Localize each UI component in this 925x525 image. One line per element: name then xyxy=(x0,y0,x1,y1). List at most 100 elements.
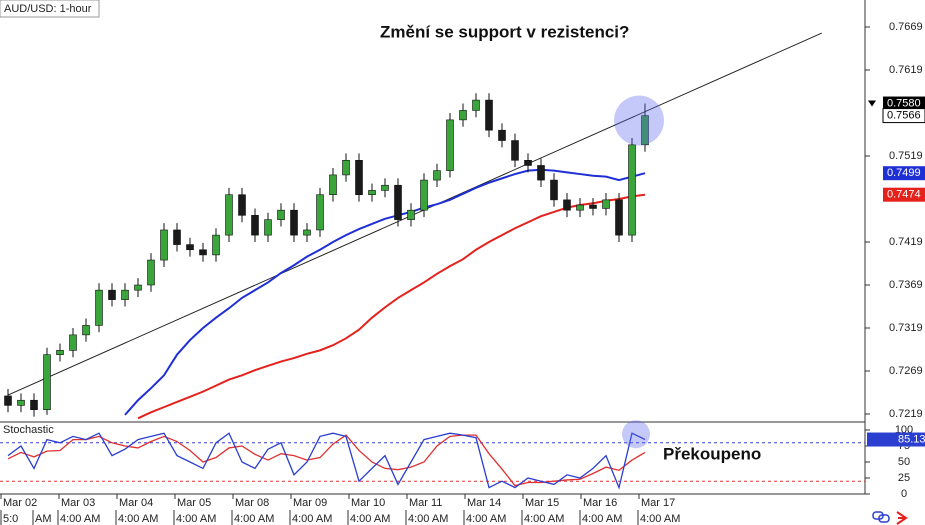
y-tick-label: 0.7269 xyxy=(889,365,923,377)
moving-average xyxy=(124,168,646,416)
candle-body xyxy=(459,110,467,121)
candle-body xyxy=(394,184,402,220)
y-tick-label: 0.7419 xyxy=(889,236,923,248)
candle-body xyxy=(173,229,181,245)
x-tick-label: 4:00 AM xyxy=(176,513,216,525)
highlight xyxy=(614,95,664,146)
y-tick-label: 0.7219 xyxy=(889,408,923,420)
candle-body xyxy=(225,194,233,236)
value-label-box xyxy=(867,432,925,447)
moving-average xyxy=(137,193,646,420)
export-icon[interactable] xyxy=(896,511,908,525)
candle-body xyxy=(82,325,90,336)
candle-body xyxy=(95,289,103,326)
x-tick-label: Mar 17 xyxy=(641,497,675,509)
candle-body xyxy=(498,129,506,141)
candle-body xyxy=(69,334,77,351)
price-marker xyxy=(868,100,876,107)
symbol-title: AUD/USD: 1-hour xyxy=(4,3,92,15)
trendline xyxy=(7,32,823,396)
price-label-box xyxy=(883,187,925,202)
candle-body xyxy=(303,229,311,236)
candle-body xyxy=(251,215,259,236)
candle-body xyxy=(641,115,649,146)
candle-body xyxy=(420,179,428,211)
candle-body xyxy=(563,199,571,211)
candle-body xyxy=(108,289,116,300)
candle-body xyxy=(4,395,12,406)
candle-body xyxy=(511,140,519,161)
x-tick-label: Mar 08 xyxy=(235,497,269,509)
candle-body xyxy=(134,284,142,291)
candle-body xyxy=(316,194,324,231)
y-tick-label: 0.7319 xyxy=(889,322,923,334)
candle-body xyxy=(186,244,194,251)
candle-body xyxy=(472,99,480,111)
y-tick-label: 0 xyxy=(901,488,907,500)
x-tick-label: 4:00 AM xyxy=(60,513,100,525)
x-tick-label: Mar 02 xyxy=(3,497,37,509)
candle-body xyxy=(524,160,532,166)
price-label: 0.7580 xyxy=(887,97,921,109)
toolbar-icons xyxy=(872,511,908,525)
candle-body xyxy=(160,229,168,261)
candle-body xyxy=(446,119,454,171)
x-tick-label: 4:00 AM xyxy=(408,513,448,525)
price-label-box xyxy=(883,166,925,181)
x-tick-label: Mar 11 xyxy=(409,497,442,509)
candle-body xyxy=(407,209,415,220)
annotation: Změní se support v rezistenci? xyxy=(380,22,629,41)
x-tick-label: 4:00 AM xyxy=(524,513,564,525)
candle-body xyxy=(290,209,298,236)
annotation: Překoupeno xyxy=(663,444,761,463)
x-tick-label: 4:00 AM xyxy=(350,513,390,525)
candle-body xyxy=(199,249,207,256)
y-tick-label: 0.7519 xyxy=(889,150,923,162)
y-tick-label: 0.7669 xyxy=(889,21,923,33)
candle-body xyxy=(589,204,597,209)
price-label-box xyxy=(882,108,925,124)
candle-body xyxy=(602,199,610,209)
candle-body xyxy=(485,99,493,131)
x-tick-label: Mar 16 xyxy=(583,497,617,509)
candle-body xyxy=(17,399,25,406)
candle-body xyxy=(329,174,337,196)
price-label-box xyxy=(883,96,925,111)
x-tick-label: Mar 10 xyxy=(351,497,385,509)
candle-body xyxy=(576,204,584,211)
x-tick-label: Mar 14 xyxy=(467,497,501,509)
candle-body xyxy=(121,289,129,300)
candle-body xyxy=(550,179,558,201)
candle-body xyxy=(277,209,285,220)
x-tick-label: 4:00 AM xyxy=(234,513,274,525)
candle-body xyxy=(264,219,272,236)
x-tick-label: Mar 09 xyxy=(293,497,327,509)
price-label: 0.7474 xyxy=(887,189,921,201)
x-tick-label: Mar 04 xyxy=(119,497,153,509)
highlight xyxy=(622,420,650,449)
price-label: 0.7499 xyxy=(887,167,921,179)
candle-body xyxy=(30,399,38,411)
x-tick-label: 4:00 AM xyxy=(640,513,680,525)
link-icon[interactable] xyxy=(878,514,890,523)
stochastic-line xyxy=(7,432,646,490)
x-tick-label: Mar 03 xyxy=(61,497,95,509)
x-tick-label: 4:00 AM xyxy=(292,513,332,525)
x-tick-label: AM xyxy=(35,513,52,525)
candle-body xyxy=(381,184,389,191)
candle-body xyxy=(342,160,350,176)
y-tick-label: 50 xyxy=(898,456,910,468)
y-tick-label: 0.7619 xyxy=(889,64,923,76)
y-tick-label: 25 xyxy=(898,472,910,484)
y-tick-label: 0.7369 xyxy=(889,279,923,291)
x-tick-label: 4:00 AM xyxy=(118,513,158,525)
candle-body xyxy=(147,259,155,286)
x-tick-label: 4:00 AM xyxy=(466,513,506,525)
indicator-title: Stochastic xyxy=(3,424,54,436)
candle-body xyxy=(238,194,246,216)
candle-body xyxy=(43,354,51,411)
candle-body xyxy=(433,170,441,181)
price-label: 0.7566 xyxy=(887,109,921,121)
